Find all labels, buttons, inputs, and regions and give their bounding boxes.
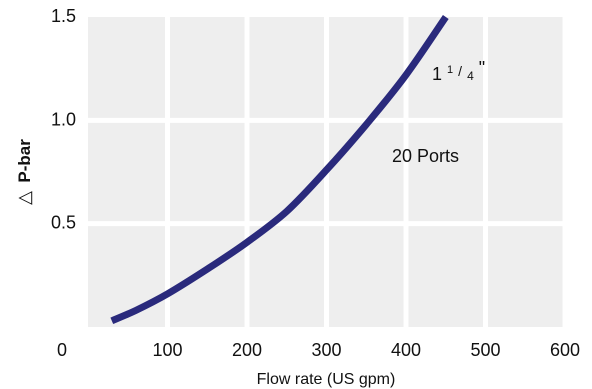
x-tick-label: 500 <box>470 340 500 360</box>
size-annotation: 1 1 / 4 " <box>432 57 485 84</box>
y-tick-label: 1.0 <box>51 109 76 129</box>
size-fraction-numerator: 1 <box>447 64 453 76</box>
size-suffix: " <box>479 58 485 78</box>
svg-text:△ P-bar: △ P-bar <box>14 139 34 205</box>
y-axis-label-text: P-bar <box>15 139 34 183</box>
y-axis-label: △ P-bar <box>14 139 34 205</box>
delta-symbol: △ <box>14 191 34 205</box>
series-line <box>110 14 449 325</box>
size-fraction-denominator: 4 <box>467 69 474 83</box>
x-tick-label: 300 <box>311 340 341 360</box>
x-tick-label: 0 <box>57 340 67 360</box>
x-axis-label: Flow rate (US gpm) <box>257 371 396 388</box>
ports-annotation: 20 Ports <box>392 146 459 166</box>
size-main: 1 <box>432 64 442 84</box>
y-tick-label: 1.5 <box>51 6 76 26</box>
x-tick-label: 400 <box>391 340 421 360</box>
y-tick-labels: 0.5 1.0 1.5 <box>51 6 76 233</box>
x-tick-label: 600 <box>550 340 580 360</box>
x-tick-label: 200 <box>232 340 262 360</box>
y-tick-label: 0.5 <box>51 213 76 233</box>
size-fraction-slash: / <box>458 63 462 79</box>
x-tick-labels: 0 100 200 300 400 500 600 <box>57 340 580 360</box>
x-tick-label: 100 <box>152 340 182 360</box>
